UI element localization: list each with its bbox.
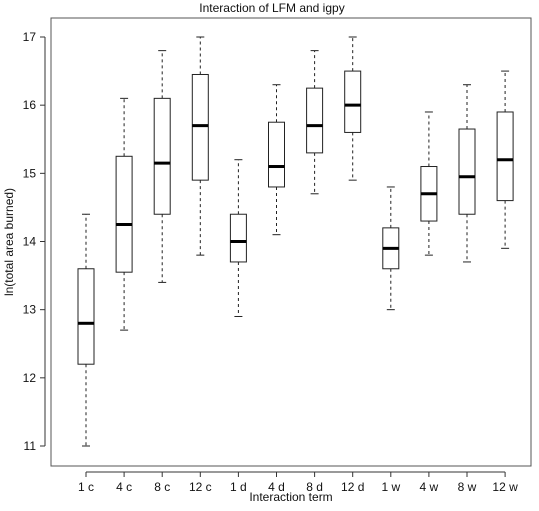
box-4c: [115, 97, 133, 331]
iqr-box: [496, 111, 514, 202]
x-tick-label: 4 d: [268, 480, 285, 494]
box-12w: [496, 70, 514, 249]
box-8w: [458, 84, 476, 263]
box-12c: [191, 36, 209, 256]
iqr-box: [268, 121, 285, 188]
plot-frame: [50, 17, 532, 467]
x-tick-label: 12 c: [189, 480, 212, 494]
iqr-box: [153, 97, 171, 215]
y-tick-label: 17: [23, 30, 37, 44]
x-tick-label: 1 c: [78, 480, 94, 494]
box-12d: [344, 36, 362, 181]
y-axis-title: ln(total area burned): [2, 188, 16, 296]
y-axis: 11 12 13 14 15 16 17: [23, 30, 46, 453]
box-1d: [229, 159, 247, 317]
box-1w: [382, 186, 400, 311]
box-4w: [420, 111, 438, 256]
x-tick-label: 12 w: [492, 480, 518, 494]
x-tick-label: 1 w: [381, 480, 400, 494]
box-8d: [306, 50, 324, 195]
box-series: [77, 36, 514, 447]
x-tick-label: 8 w: [458, 480, 477, 494]
y-tick-label: 15: [23, 166, 37, 180]
x-tick-label: 12 d: [341, 480, 364, 494]
y-tick-label: 12: [23, 371, 37, 385]
iqr-box: [306, 87, 324, 154]
iqr-box: [191, 73, 209, 181]
x-tick-label: 1 d: [230, 480, 247, 494]
box-8c: [153, 50, 171, 283]
box-1c: [77, 213, 95, 447]
x-tick-label: 4 c: [116, 480, 132, 494]
iqr-box: [458, 128, 476, 215]
chart-title: Interaction of LFM and igpy: [199, 1, 344, 15]
x-tick-label: 8 c: [154, 480, 170, 494]
iqr-box: [229, 213, 247, 263]
box-4d: [268, 84, 285, 236]
iqr-box: [77, 268, 95, 365]
iqr-box: [115, 155, 133, 273]
y-tick-label: 13: [23, 303, 37, 317]
y-tick-label: 11: [24, 439, 37, 453]
x-axis-title: Interaction term: [249, 490, 332, 504]
iqr-box: [344, 70, 362, 133]
x-tick-label: 8 d: [306, 480, 323, 494]
x-axis: 1 c 4 c 8 c 12 c 1 d 4 d 8 d 12 d 1 w 4 w 8 w 12 w: [78, 471, 518, 494]
y-tick-label: 14: [23, 235, 37, 249]
x-tick-label: 4 w: [420, 480, 439, 494]
y-tick-label: 16: [23, 98, 37, 112]
